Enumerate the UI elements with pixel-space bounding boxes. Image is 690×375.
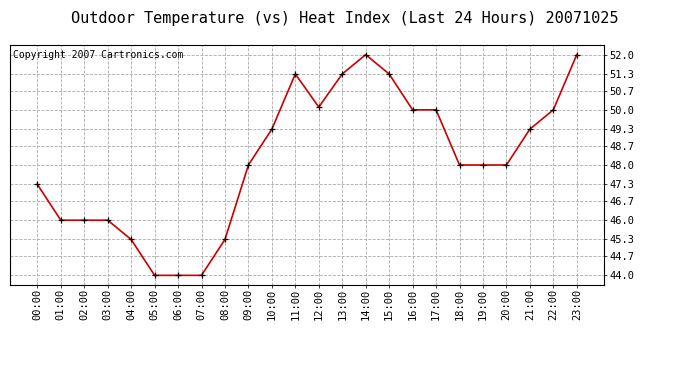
Text: Copyright 2007 Cartronics.com: Copyright 2007 Cartronics.com <box>13 50 184 60</box>
Text: Outdoor Temperature (vs) Heat Index (Last 24 Hours) 20071025: Outdoor Temperature (vs) Heat Index (Las… <box>71 11 619 26</box>
